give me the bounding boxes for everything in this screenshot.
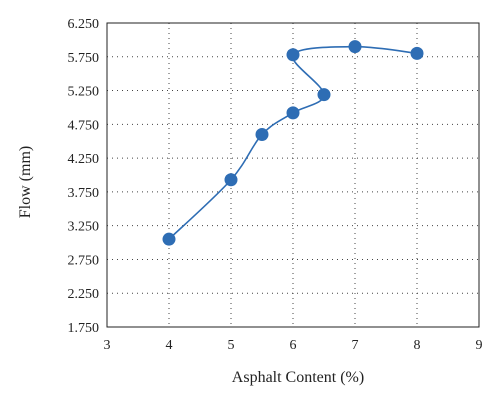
x-axis-title: Asphalt Content (%) bbox=[232, 369, 364, 386]
y-tick-label: 3.250 bbox=[68, 220, 100, 235]
y-tick-label: 4.750 bbox=[68, 118, 100, 133]
y-tick-label: 2.750 bbox=[68, 253, 100, 268]
y-tick-label: 4.250 bbox=[68, 152, 100, 167]
series-line bbox=[168, 45, 418, 240]
data-point bbox=[317, 88, 331, 102]
y-tick-label: 5.750 bbox=[68, 51, 100, 66]
y-tick-labels: 6.250 5.750 5.250 4.750 4.250 3.750 3.250 2.750… bbox=[68, 17, 100, 336]
x-tick-label: 5 bbox=[228, 338, 235, 353]
y-tick-label: 5.250 bbox=[68, 85, 100, 100]
y-tick-label: 1.750 bbox=[68, 321, 100, 336]
data-point bbox=[410, 46, 424, 60]
data-point bbox=[286, 48, 300, 62]
x-tick-label: 6 bbox=[290, 338, 297, 353]
x-tick-label: 4 bbox=[166, 338, 173, 353]
data-point bbox=[255, 127, 269, 141]
grid bbox=[107, 23, 479, 327]
x-tick-label: 8 bbox=[414, 338, 421, 353]
y-tick-label: 6.250 bbox=[68, 17, 100, 32]
x-tick-label: 3 bbox=[104, 338, 111, 353]
y-axis-title: Flow (mm) bbox=[17, 146, 34, 218]
x-tick-label: 9 bbox=[476, 338, 483, 353]
data-point bbox=[224, 173, 238, 187]
plot-frame bbox=[106, 22, 480, 328]
data-point bbox=[348, 40, 362, 54]
data-point bbox=[286, 106, 300, 120]
data-point bbox=[162, 232, 176, 246]
y-tick-label: 2.250 bbox=[68, 287, 100, 302]
x-tick-labels: 3 4 5 6 7 8 9 bbox=[104, 338, 483, 353]
y-tick-label: 3.750 bbox=[68, 186, 100, 201]
series bbox=[162, 40, 424, 246]
x-tick-label: 7 bbox=[352, 338, 359, 353]
